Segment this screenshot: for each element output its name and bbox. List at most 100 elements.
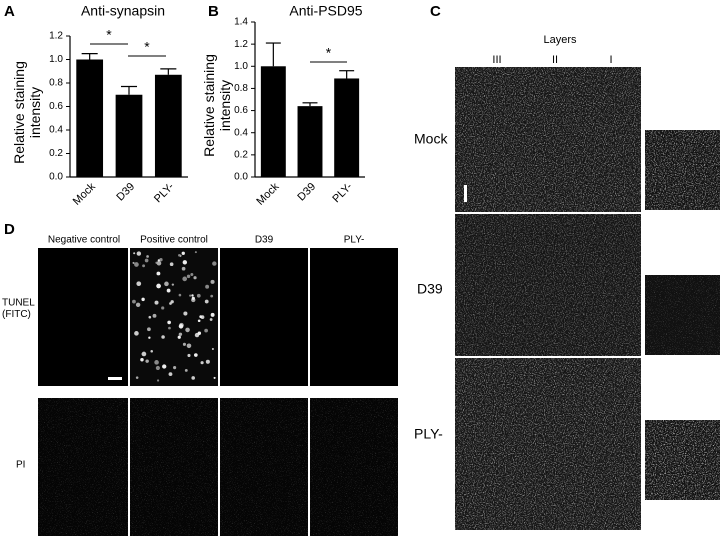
nucleus: [212, 261, 217, 266]
y-tick-label: 1.4: [234, 17, 248, 28]
nucleus: [135, 302, 141, 307]
nucleus: [182, 342, 186, 346]
nucleus: [167, 320, 171, 325]
y-tick-label: 0.0: [234, 172, 248, 183]
nucleus: [177, 335, 181, 339]
nucleus: [190, 272, 194, 276]
micrograph: [38, 248, 128, 386]
nucleus: [171, 283, 175, 286]
significance-star: *: [144, 39, 150, 55]
panel-label: D: [4, 221, 15, 238]
nucleus: [136, 281, 142, 287]
y-tick-label: 0.4: [234, 127, 248, 138]
significance-star: *: [106, 27, 112, 43]
nucleus: [168, 326, 171, 330]
layer-label: I: [609, 54, 612, 66]
y-tick-label: 0.4: [49, 125, 63, 136]
nucleus: [134, 331, 139, 336]
y-tick-label: 0.2: [234, 149, 248, 160]
chart-title: Anti-synapsin: [81, 3, 165, 19]
y-axis-label: Relative stainingintensity: [201, 54, 233, 157]
row-label: Mock: [414, 131, 448, 147]
nucleus: [141, 351, 147, 357]
column-label: Negative control: [48, 235, 120, 246]
nucleus: [191, 296, 195, 300]
nucleus: [182, 260, 188, 265]
nucleus: [205, 284, 210, 289]
bar: [115, 94, 143, 177]
nucleus: [170, 300, 174, 304]
bar: [260, 66, 286, 177]
nucleus: [197, 319, 201, 323]
panel-label: C: [430, 3, 441, 20]
panel-c-images: [455, 67, 720, 530]
y-tick-label: 1.2: [49, 31, 63, 42]
nucleus: [134, 262, 139, 267]
x-tick-label: D39: [114, 181, 137, 204]
nucleus: [184, 368, 188, 372]
nucleus: [186, 274, 191, 279]
nucleus: [148, 336, 151, 339]
scale-bar: [108, 377, 122, 380]
x-tick-label: Mock: [254, 180, 281, 207]
micrograph-texture: [455, 67, 641, 212]
y-tick-label: 0.8: [234, 83, 248, 94]
row-label: PLY-: [414, 426, 443, 442]
nucleus: [152, 313, 157, 318]
nucleus: [145, 359, 149, 363]
significance-star: *: [326, 45, 332, 61]
nucleus: [173, 366, 177, 370]
nucleus: [204, 299, 209, 304]
nucleus: [164, 281, 169, 287]
nucleus: [178, 332, 183, 337]
nucleus: [148, 315, 152, 319]
nucleus: [161, 335, 165, 339]
nucleus: [144, 258, 149, 263]
row-label: TUNEL (FITC): [2, 297, 35, 320]
inset-texture: [645, 420, 720, 500]
y-tick-label: 1.0: [234, 61, 248, 72]
nucleus: [210, 279, 215, 284]
nucleus: [210, 312, 215, 317]
panel-d-images: [38, 248, 398, 536]
nucleus: [178, 324, 184, 329]
nucleus: [193, 276, 197, 280]
nucleus: [193, 353, 198, 357]
nucleus: [210, 294, 214, 298]
bar: [334, 78, 360, 177]
nucleus: [191, 376, 195, 380]
x-tick-label: PLY-: [152, 180, 177, 205]
nucleus: [133, 252, 136, 255]
nucleus: [196, 293, 201, 298]
nucleus: [166, 288, 171, 293]
nucleus: [136, 251, 142, 256]
panel-label: B: [208, 3, 219, 20]
nucleus: [135, 376, 139, 379]
row-label: PI: [16, 460, 25, 471]
nucleus: [168, 372, 173, 377]
nucleus: [156, 260, 162, 266]
nucleus: [156, 283, 161, 289]
nucleus: [161, 306, 165, 310]
nucleus: [154, 300, 159, 305]
nucleus: [162, 364, 167, 369]
nucleus: [211, 347, 214, 351]
nucleus: [146, 255, 149, 258]
nucleus: [205, 359, 210, 364]
nucleus: [187, 353, 191, 357]
x-tick-label: Mock: [71, 180, 98, 207]
nucleus: [213, 376, 216, 379]
chart-title: Anti-PSD95: [289, 3, 362, 19]
nucleus: [169, 262, 174, 267]
nucleus: [194, 251, 197, 254]
nucleus: [185, 327, 190, 333]
micrograph-texture: [38, 398, 398, 536]
layers-title: Layers: [543, 34, 577, 46]
nucleus: [132, 261, 135, 264]
nucleus: [154, 360, 159, 365]
nucleus: [200, 361, 204, 365]
inset-texture: [645, 130, 720, 210]
nucleus: [157, 259, 160, 262]
layer-label: III: [492, 54, 501, 66]
